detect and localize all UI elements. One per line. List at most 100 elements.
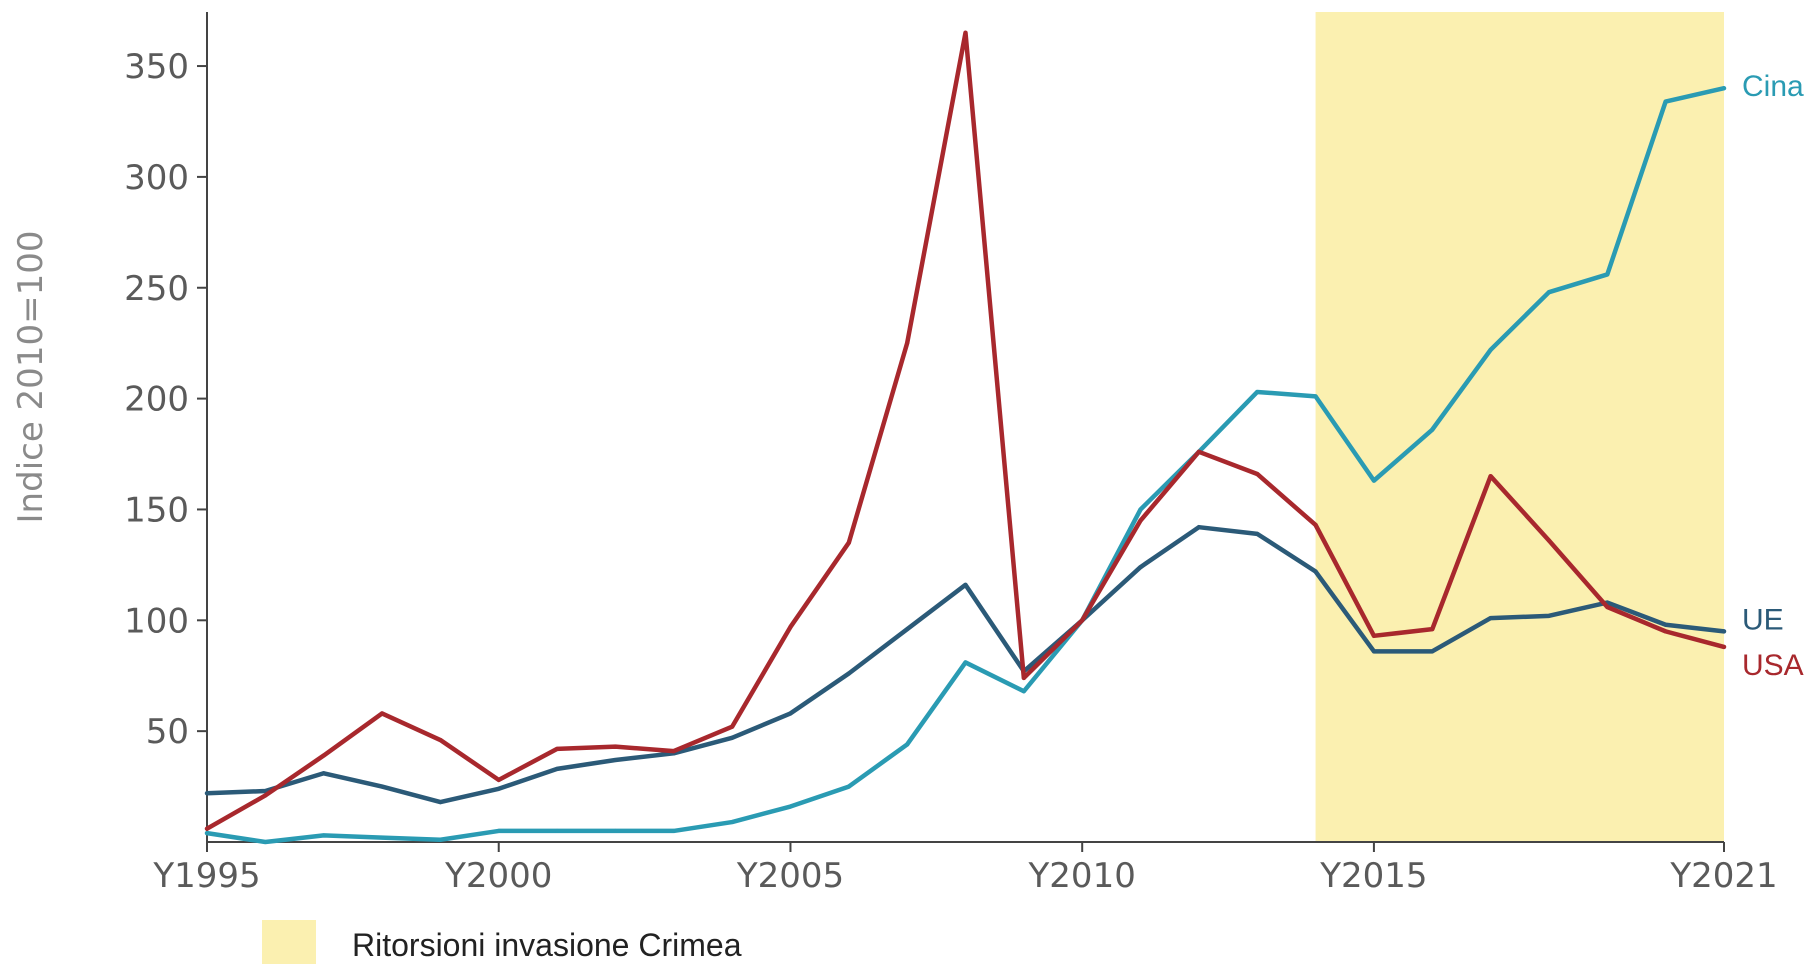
data-point-usa bbox=[380, 711, 385, 716]
data-point-usa bbox=[321, 753, 326, 758]
data-point-usa bbox=[555, 746, 560, 751]
data-point-cina bbox=[846, 784, 851, 789]
data-point-cina bbox=[1605, 272, 1610, 277]
data-point-usa bbox=[788, 624, 793, 629]
data-point-cina bbox=[321, 833, 326, 838]
data-point-cina bbox=[205, 831, 209, 836]
data-point-usa bbox=[730, 724, 735, 729]
x-tick-label: Y1995 bbox=[152, 856, 260, 896]
data-point-usa bbox=[1138, 518, 1143, 523]
data-point-cina bbox=[1722, 86, 1726, 91]
legend: Ritorsioni invasione Crimea bbox=[262, 920, 742, 964]
x-tick-label: Y2010 bbox=[1028, 856, 1136, 896]
series-label-ue: UE bbox=[1742, 603, 1784, 636]
data-point-ue bbox=[263, 789, 268, 794]
data-point-cina bbox=[263, 840, 268, 844]
data-point-usa bbox=[963, 30, 968, 35]
data-point-cina bbox=[1430, 427, 1435, 432]
data-point-usa bbox=[1605, 604, 1610, 609]
highlight-band bbox=[1315, 12, 1724, 842]
y-tick-label: 150 bbox=[124, 490, 189, 530]
data-point-usa bbox=[1313, 522, 1318, 527]
data-point-cina bbox=[788, 804, 793, 809]
legend-label: Ritorsioni invasione Crimea bbox=[352, 927, 742, 963]
x-tick-label: Y2021 bbox=[1669, 856, 1777, 896]
data-point-cina bbox=[555, 828, 560, 833]
y-tick-label: 200 bbox=[124, 380, 189, 420]
data-point-usa bbox=[1196, 449, 1201, 454]
data-point-ue bbox=[1255, 531, 1260, 536]
data-point-cina bbox=[1021, 689, 1026, 694]
data-point-ue bbox=[788, 711, 793, 716]
y-tick-label: 250 bbox=[124, 269, 189, 309]
data-point-cina bbox=[380, 835, 385, 840]
series-lines bbox=[204, 30, 1727, 845]
data-point-usa bbox=[1722, 644, 1726, 649]
x-tick-label: Y2000 bbox=[444, 856, 552, 896]
data-point-usa bbox=[671, 749, 676, 754]
data-point-cina bbox=[730, 820, 735, 825]
data-point-ue bbox=[555, 766, 560, 771]
data-point-ue bbox=[1663, 622, 1668, 627]
data-point-ue bbox=[438, 800, 443, 805]
data-point-ue bbox=[1430, 649, 1435, 654]
data-point-ue bbox=[380, 784, 385, 789]
data-point-usa bbox=[1080, 618, 1085, 623]
data-point-cina bbox=[1371, 478, 1376, 483]
data-point-cina bbox=[438, 837, 443, 842]
series-label-cina: Cina bbox=[1742, 70, 1804, 103]
data-point-cina bbox=[671, 828, 676, 833]
data-point-usa bbox=[1371, 633, 1376, 638]
data-point-cina bbox=[905, 742, 910, 747]
y-tick-label: 100 bbox=[124, 601, 189, 641]
data-point-cina bbox=[1546, 290, 1551, 295]
data-point-cina bbox=[496, 828, 501, 833]
data-point-ue bbox=[1196, 525, 1201, 530]
legend-swatch bbox=[262, 920, 316, 964]
data-point-ue bbox=[205, 791, 209, 796]
x-tick-label: Y2015 bbox=[1319, 856, 1427, 896]
data-point-ue bbox=[1546, 613, 1551, 618]
data-point-cina bbox=[1255, 389, 1260, 394]
x-axis: Y1995 Y2000 Y2005 Y2010 Y2015 Y2021 bbox=[152, 841, 1778, 896]
data-point-ue bbox=[1488, 616, 1493, 621]
data-point-usa bbox=[1255, 471, 1260, 476]
y-axis: 50 100 150 200 250 300 350 bbox=[124, 12, 208, 842]
data-point-usa bbox=[846, 540, 851, 545]
data-point-ue bbox=[730, 735, 735, 740]
data-point-cina bbox=[1663, 99, 1668, 104]
data-point-usa bbox=[1488, 474, 1493, 479]
data-point-usa bbox=[1546, 538, 1551, 543]
data-point-ue bbox=[846, 671, 851, 676]
data-point-ue bbox=[1722, 629, 1726, 634]
data-point-cina bbox=[963, 660, 968, 665]
data-point-usa bbox=[905, 341, 910, 346]
data-point-ue bbox=[496, 786, 501, 791]
data-point-usa bbox=[613, 744, 618, 749]
data-point-usa bbox=[1021, 675, 1026, 680]
data-point-ue bbox=[1138, 565, 1143, 570]
data-point-ue bbox=[613, 757, 618, 762]
data-point-usa bbox=[1430, 627, 1435, 632]
data-point-usa bbox=[205, 826, 209, 831]
data-point-usa bbox=[438, 738, 443, 743]
y-tick-label: 50 bbox=[146, 712, 189, 752]
series-labels: Cina UE USA bbox=[1742, 70, 1804, 682]
data-point-usa bbox=[1663, 629, 1668, 634]
data-point-usa bbox=[496, 777, 501, 782]
data-point-ue bbox=[321, 771, 326, 776]
data-point-ue bbox=[905, 627, 910, 632]
data-point-ue bbox=[1371, 649, 1376, 654]
y-axis-title: Indice 2010=100 bbox=[11, 231, 51, 524]
data-point-cina bbox=[1488, 347, 1493, 352]
data-point-usa bbox=[263, 793, 268, 798]
data-point-ue bbox=[963, 582, 968, 587]
data-point-cina bbox=[1138, 507, 1143, 512]
data-point-cina bbox=[613, 828, 618, 833]
y-tick-label: 350 bbox=[124, 47, 189, 87]
data-point-cina bbox=[1313, 394, 1318, 399]
x-tick-label: Y2005 bbox=[736, 856, 844, 896]
y-tick-label: 300 bbox=[124, 158, 189, 198]
series-label-usa: USA bbox=[1742, 649, 1804, 682]
